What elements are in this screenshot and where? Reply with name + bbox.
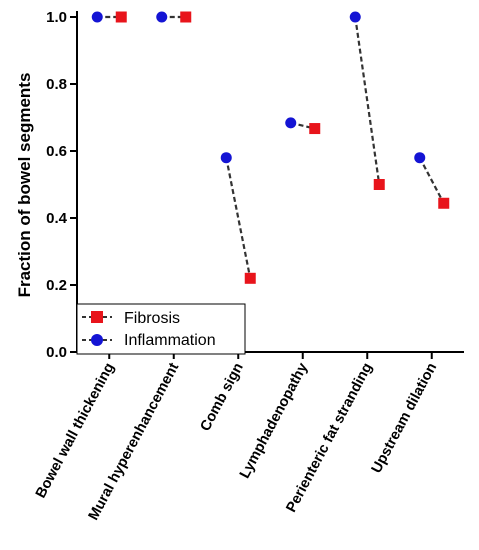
- inflammation-point: [414, 152, 426, 164]
- connector-lines: [97, 15, 445, 279]
- inflammation-point: [91, 11, 103, 23]
- inflammation-point: [285, 117, 297, 129]
- y-tick-label: 1.0: [46, 9, 67, 26]
- y-tick-label: 0.4: [46, 210, 68, 227]
- inflammation-point: [220, 152, 232, 164]
- fibrosis-point: [244, 272, 256, 284]
- fibrosis-point: [180, 11, 192, 23]
- legend-box: [76, 303, 246, 355]
- y-tick-label: 0.0: [46, 344, 67, 361]
- x-tick-label: Upstream dilation: [369, 360, 441, 476]
- fibrosis-point: [309, 123, 321, 135]
- axes: [76, 11, 464, 353]
- legend: Fibrosis Inflammation: [76, 303, 246, 355]
- connector-line: [354, 16, 381, 185]
- fibrosis-point: [438, 197, 450, 209]
- x-tick-label: Lymphadenopathy: [237, 360, 311, 481]
- y-tick-label: 0.2: [46, 277, 67, 294]
- y-tick-label: 0.8: [46, 76, 67, 93]
- connector-line: [418, 157, 445, 204]
- y-tick-label: 0.6: [46, 143, 67, 160]
- legend-inflammation-marker: [91, 334, 103, 346]
- legend-inflammation-label: Inflammation: [124, 332, 216, 349]
- y-ticks: 0.0 0.2 0.4 0.6 0.8 1.0: [46, 9, 77, 361]
- inflammation-point: [349, 11, 361, 23]
- fibrosis-point: [373, 179, 385, 190]
- inflammation-point: [156, 11, 168, 23]
- legend-fibrosis-label: Fibrosis: [124, 310, 180, 327]
- legend-fibrosis-marker: [91, 311, 103, 323]
- x-tick-label: Comb sign: [197, 360, 246, 434]
- connector-line: [225, 157, 252, 279]
- data-marks: [91, 11, 450, 284]
- fibrosis-point: [115, 11, 127, 23]
- y-axis-title: Fraction of bowel segments: [15, 73, 34, 298]
